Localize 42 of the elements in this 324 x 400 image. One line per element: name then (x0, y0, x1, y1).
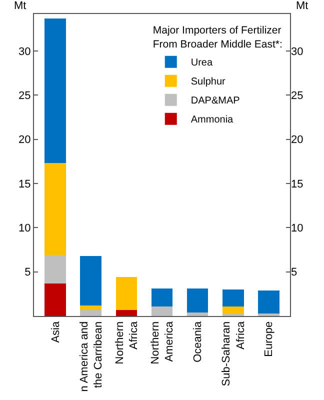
x-tick-label: Sub-Saharan Africa (220, 320, 247, 386)
legend-label: Ammonia (190, 114, 234, 126)
y-tick-label: 30 (18, 46, 31, 58)
bar (258, 313, 280, 316)
legend-label: Sulphur (190, 76, 226, 88)
legend-label: Urea (190, 58, 213, 69)
x-tick-label: Europe (263, 321, 276, 357)
y-tick-label: 5 (24, 266, 31, 279)
bar (44, 283, 66, 316)
bar (116, 310, 138, 316)
y-axis-title: Mt (14, 0, 26, 12)
bar (44, 163, 66, 256)
y2-tick-label: 10 (291, 222, 304, 235)
legend-label: DAP&MAP (190, 96, 240, 107)
y2-tick-label: 20 (291, 134, 304, 146)
bar (222, 306, 244, 314)
bar (80, 310, 102, 316)
bar (80, 305, 102, 310)
y2-tick-label: 15 (291, 178, 304, 190)
y2-tick-label: 5 (291, 266, 298, 279)
bar (186, 312, 208, 316)
bar (80, 256, 102, 306)
bar (116, 277, 138, 310)
x-tick-label: Oceania (192, 320, 204, 362)
bar (44, 255, 66, 284)
bar (258, 290, 280, 314)
y-tick-label: 10 (18, 222, 31, 235)
bar (44, 18, 66, 164)
bar (151, 288, 173, 306)
bar (186, 288, 208, 312)
x-tick-label: Asia (50, 320, 62, 343)
y-tick-label: 25 (18, 90, 31, 102)
y2-axis-title: Mt (296, 0, 308, 12)
y-tick-label: 20 (18, 134, 31, 146)
y2-tick-label: 25 (291, 90, 304, 102)
y2-tick-label: 30 (291, 46, 304, 58)
legend-title: Major Importers of Fertilizer From Broader Middle East*: (152, 24, 282, 50)
x-tick-label: n America and the Carribean (78, 321, 105, 392)
bar (151, 306, 173, 316)
x-tick-label: Northern America (149, 320, 176, 364)
bar (222, 290, 244, 306)
y-tick-label: 15 (18, 178, 31, 190)
